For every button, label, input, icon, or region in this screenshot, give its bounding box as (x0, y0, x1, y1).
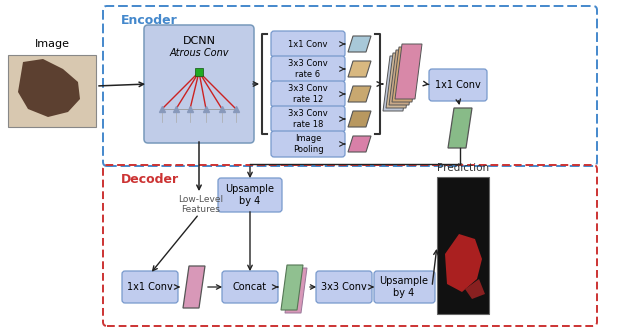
Polygon shape (348, 136, 371, 152)
FancyBboxPatch shape (271, 81, 345, 107)
Polygon shape (285, 268, 307, 313)
FancyBboxPatch shape (316, 271, 372, 303)
Polygon shape (465, 279, 485, 299)
Polygon shape (18, 59, 80, 117)
Text: Decoder: Decoder (121, 173, 179, 186)
Polygon shape (348, 36, 371, 52)
Bar (437, 177, 489, 314)
FancyBboxPatch shape (222, 271, 278, 303)
Text: Prediction: Prediction (437, 163, 489, 173)
Text: 3x3 Conv: 3x3 Conv (321, 282, 367, 292)
Text: 1x1 Conv: 1x1 Conv (127, 282, 173, 292)
FancyBboxPatch shape (144, 25, 254, 143)
FancyBboxPatch shape (218, 178, 282, 212)
Text: 3x3 Conv
rate 18: 3x3 Conv rate 18 (288, 109, 328, 129)
Polygon shape (183, 266, 205, 308)
Polygon shape (389, 50, 416, 105)
Text: 3x3 Conv
rate 12: 3x3 Conv rate 12 (288, 84, 328, 104)
FancyBboxPatch shape (429, 69, 487, 101)
Polygon shape (448, 108, 472, 148)
FancyBboxPatch shape (271, 31, 345, 57)
Text: Image
Pooling: Image Pooling (292, 134, 323, 154)
Text: Image: Image (35, 39, 70, 49)
Text: Low-Level
Features: Low-Level Features (179, 195, 223, 214)
Polygon shape (386, 53, 413, 108)
Text: Encoder: Encoder (121, 14, 178, 27)
Polygon shape (395, 44, 422, 99)
Bar (195, 68, 203, 76)
FancyBboxPatch shape (271, 131, 345, 157)
Text: 3x3 Conv
rate 6: 3x3 Conv rate 6 (288, 59, 328, 79)
FancyBboxPatch shape (374, 271, 435, 303)
Text: 1x1 Conv: 1x1 Conv (435, 80, 481, 90)
Polygon shape (383, 56, 410, 111)
Text: 1x1 Conv: 1x1 Conv (288, 39, 328, 48)
Text: Concat: Concat (233, 282, 267, 292)
Polygon shape (348, 111, 371, 127)
Polygon shape (348, 61, 371, 77)
Text: Upsample
by 4: Upsample by 4 (380, 276, 429, 298)
Polygon shape (281, 265, 303, 310)
Polygon shape (348, 86, 371, 102)
Text: Upsample
by 4: Upsample by 4 (225, 184, 275, 206)
FancyBboxPatch shape (271, 106, 345, 132)
FancyBboxPatch shape (122, 271, 178, 303)
Text: DCNN: DCNN (182, 36, 216, 46)
Text: Atrous Conv: Atrous Conv (169, 48, 228, 58)
Bar (8, 55, 96, 127)
Polygon shape (445, 234, 482, 292)
Polygon shape (392, 47, 419, 102)
FancyBboxPatch shape (271, 56, 345, 82)
